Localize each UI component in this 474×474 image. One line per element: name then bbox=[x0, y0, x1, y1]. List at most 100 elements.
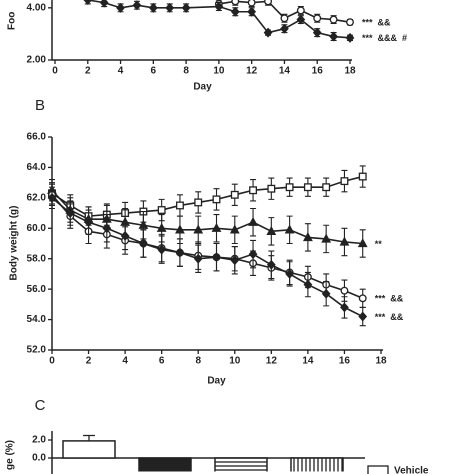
x-tick-label: 6 bbox=[151, 66, 157, 77]
marker bbox=[157, 206, 166, 214]
plot-area bbox=[62, 434, 344, 472]
marker bbox=[230, 190, 239, 199]
marker bbox=[231, 0, 240, 6]
marker bbox=[83, 0, 93, 5]
x-tick-label: 12 bbox=[246, 66, 258, 77]
marker bbox=[285, 183, 294, 192]
marker bbox=[267, 184, 276, 193]
y-tick-label: 2.0 bbox=[32, 435, 46, 446]
x-tick-label: 18 bbox=[375, 356, 387, 367]
marker bbox=[296, 14, 306, 25]
x-tick-label: 10 bbox=[229, 356, 241, 367]
marker bbox=[248, 249, 258, 260]
marker bbox=[175, 224, 185, 234]
marker bbox=[340, 177, 349, 186]
x-tick-label: 6 bbox=[159, 356, 165, 367]
marker bbox=[312, 27, 322, 38]
marker bbox=[329, 31, 338, 42]
marker bbox=[211, 222, 222, 232]
y-tick-label: 0.0 bbox=[32, 453, 46, 464]
y-tick-label: 2.00 bbox=[27, 55, 47, 66]
x-tick-label: 4 bbox=[122, 356, 128, 367]
annotation: *** && bbox=[362, 18, 391, 28]
marker bbox=[175, 201, 184, 210]
annotation: *** && bbox=[375, 294, 404, 304]
marker bbox=[339, 236, 350, 246]
x-tick-label: 14 bbox=[279, 66, 291, 77]
marker bbox=[139, 238, 148, 249]
marker bbox=[263, 27, 273, 38]
x-axis-label: Day bbox=[193, 82, 212, 93]
marker bbox=[230, 6, 240, 17]
marker bbox=[280, 14, 289, 23]
x-tick-label: 18 bbox=[344, 66, 356, 77]
x-tick-label: 14 bbox=[302, 356, 314, 367]
marker bbox=[302, 232, 313, 242]
x-tick-label: 10 bbox=[213, 66, 225, 77]
x-tick-label: 2 bbox=[86, 356, 92, 367]
marker bbox=[65, 208, 75, 219]
marker bbox=[358, 294, 367, 303]
y-tick-label: 52.0 bbox=[27, 345, 47, 356]
series-line bbox=[87, 0, 351, 39]
y-axis-label: ge (%) bbox=[5, 440, 16, 470]
x-tick-label: 0 bbox=[52, 66, 58, 77]
y-tick-label: 56.0 bbox=[27, 284, 47, 295]
marker bbox=[296, 6, 305, 15]
marker bbox=[148, 2, 158, 13]
marker bbox=[345, 32, 355, 43]
y-tick-label: 4.00 bbox=[27, 2, 47, 13]
marker bbox=[138, 219, 149, 229]
marker bbox=[266, 225, 277, 235]
x-tick-label: 2 bbox=[85, 66, 91, 77]
marker bbox=[84, 217, 93, 228]
marker bbox=[285, 268, 294, 279]
annotation: ** bbox=[375, 239, 383, 249]
series-line bbox=[51, 189, 363, 245]
marker bbox=[102, 223, 112, 234]
x-tick-label: 8 bbox=[195, 356, 201, 367]
panel-label: B bbox=[35, 97, 45, 114]
bar bbox=[214, 457, 268, 472]
bar bbox=[138, 457, 192, 472]
marker bbox=[357, 238, 368, 248]
marker bbox=[165, 2, 175, 13]
y-axis-label: Body weight (g) bbox=[9, 206, 20, 281]
marker bbox=[99, 0, 109, 8]
marker bbox=[247, 6, 257, 17]
x-tick-label: 4 bbox=[118, 66, 124, 77]
bar bbox=[290, 457, 344, 472]
error-bar bbox=[83, 434, 95, 441]
marker bbox=[229, 224, 240, 234]
marker bbox=[322, 183, 331, 192]
marker bbox=[230, 255, 240, 266]
marker bbox=[249, 186, 258, 195]
x-tick-label: 8 bbox=[183, 66, 189, 77]
marker bbox=[313, 14, 322, 23]
marker bbox=[248, 216, 258, 226]
y-tick-label: 58.0 bbox=[27, 253, 47, 264]
marker bbox=[329, 15, 338, 24]
marker bbox=[303, 279, 313, 290]
marker bbox=[120, 230, 130, 241]
legend-label: Vehicle bbox=[394, 466, 429, 474]
plot-area bbox=[47, 165, 368, 327]
marker bbox=[181, 2, 191, 13]
marker bbox=[194, 198, 203, 207]
x-tick-label: 12 bbox=[266, 356, 278, 367]
marker bbox=[47, 192, 57, 203]
x-tick-label: 16 bbox=[312, 66, 324, 77]
marker bbox=[321, 288, 331, 299]
marker bbox=[214, 1, 224, 12]
marker bbox=[157, 244, 167, 255]
y-tick-label: 60.0 bbox=[27, 223, 47, 234]
x-axis-label: Day bbox=[207, 376, 226, 387]
marker bbox=[358, 172, 367, 181]
y-tick-label: 66.0 bbox=[27, 132, 47, 143]
marker bbox=[193, 253, 203, 264]
y-tick-label: 62.0 bbox=[27, 192, 47, 203]
series-line bbox=[51, 175, 363, 217]
marker bbox=[340, 302, 349, 313]
marker bbox=[321, 233, 332, 243]
x-tick-label: 0 bbox=[49, 356, 55, 367]
